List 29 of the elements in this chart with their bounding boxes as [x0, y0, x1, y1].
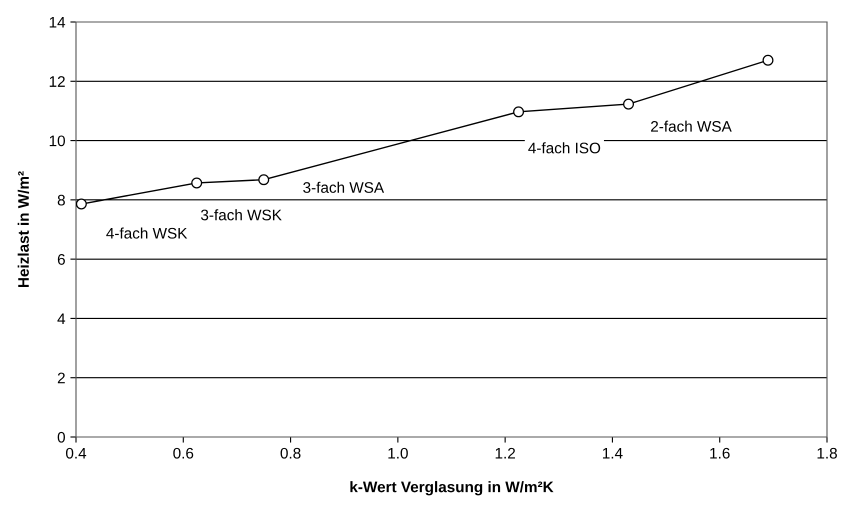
- x-tick-label: 1.4: [602, 448, 623, 458]
- x-tick-label: 1.6: [710, 448, 730, 459]
- y-tick-label: 10: [50, 135, 65, 146]
- annotation: 4-fach WSK: [106, 227, 188, 239]
- y-tick-label: 14: [50, 17, 66, 28]
- point: [513, 106, 524, 118]
- y-tick-label: 2: [58, 372, 65, 384]
- point: [76, 198, 87, 210]
- x-tick-label: 1.0: [388, 448, 408, 459]
- y-tick-label: 4: [57, 313, 66, 324]
- x-tick-label: 1.8: [818, 448, 837, 459]
- point: [623, 98, 634, 110]
- x-tick-label: 0.8: [280, 448, 301, 459]
- annotation: 2-fach WSA: [651, 120, 732, 132]
- annotation: 4-fach ISO: [528, 142, 600, 154]
- point: [258, 174, 270, 186]
- y-tick-label: 0: [58, 432, 65, 443]
- y-tick-label: 8: [58, 194, 65, 206]
- point: [762, 54, 774, 66]
- y-tick-label: 6: [58, 254, 65, 265]
- x-tick-label: 0.6: [173, 448, 194, 459]
- x-axis-title: k-Wert Verglasung in W/m²K: [350, 481, 554, 496]
- annotation: 3-fach WSA: [303, 182, 384, 193]
- y-axis-title: Heizlast in W/m²: [18, 171, 30, 288]
- point: [191, 177, 202, 188]
- y-tick-label: 12: [50, 76, 65, 87]
- x-tick-label: 1.2: [496, 448, 515, 458]
- annotation: 3-fach WSK: [200, 209, 282, 220]
- x-tick-label: 0.4: [66, 448, 86, 459]
